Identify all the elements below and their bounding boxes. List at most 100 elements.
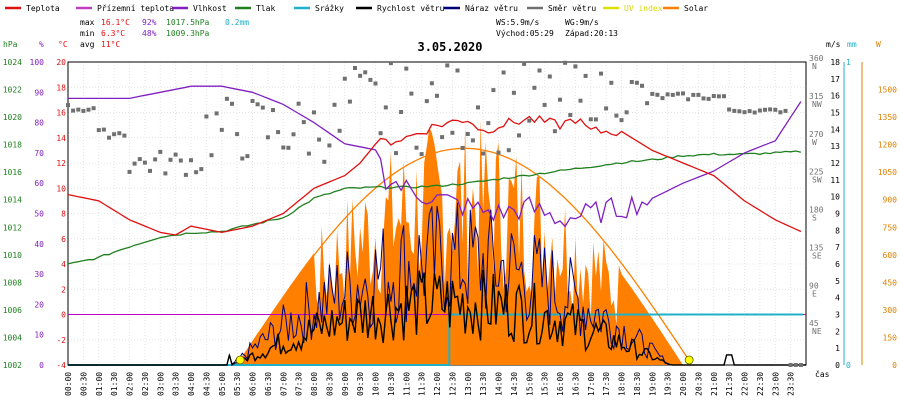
humidity-tick: 20 bbox=[34, 300, 44, 309]
wind-direction-dot bbox=[460, 146, 465, 150]
wind-speed-tick: 1 bbox=[835, 344, 840, 353]
solar-tick: 1050 bbox=[878, 168, 897, 177]
hpa-tick: 1010 bbox=[3, 251, 22, 260]
wind-direction-dot bbox=[578, 98, 583, 103]
humidity-tick: 30 bbox=[34, 270, 44, 279]
wind-direction-dot bbox=[768, 107, 773, 112]
time-tick: 03:00 bbox=[156, 372, 165, 396]
direction-compass-tick: N bbox=[812, 62, 817, 71]
wind-direction-dot bbox=[547, 74, 552, 79]
wind-direction-dot bbox=[593, 117, 598, 122]
wind-direction-dot bbox=[691, 92, 696, 97]
time-tick: 02:00 bbox=[126, 372, 135, 396]
time-tick: 07:30 bbox=[295, 372, 304, 396]
wind-direction-dot bbox=[681, 91, 685, 96]
direction-degree-tick: 315 bbox=[809, 92, 824, 101]
wind-direction-dot bbox=[101, 127, 106, 132]
wind-direction-dot bbox=[609, 80, 614, 85]
wind-direction-dot bbox=[732, 108, 737, 113]
wind-direction-dot bbox=[568, 113, 573, 117]
wind-speed-info: WS:5.9m/s bbox=[496, 18, 540, 27]
legend-label: Tlak bbox=[256, 4, 275, 13]
wind-direction-dot bbox=[573, 64, 578, 69]
legend-label: Rychlost větru bbox=[377, 4, 445, 13]
sunset-info: Západ:20:13 bbox=[565, 29, 618, 38]
wind-direction-dot bbox=[173, 152, 178, 157]
wind-direction-dot bbox=[327, 143, 332, 148]
stats-temperature: 16.1°C bbox=[101, 18, 130, 27]
wind-direction-dot bbox=[522, 61, 527, 66]
wind-direction-dot bbox=[322, 159, 327, 164]
time-tick: 21:00 bbox=[710, 372, 719, 396]
wind-direction-dot bbox=[86, 107, 91, 112]
wind-direction-dot bbox=[224, 96, 229, 101]
wind-direction-dot bbox=[342, 76, 347, 81]
wind-direction-dot bbox=[204, 114, 209, 119]
wind-direction-dot bbox=[614, 113, 619, 118]
humidity-tick: 60 bbox=[34, 179, 44, 188]
hpa-tick: 1020 bbox=[3, 113, 22, 122]
time-tick: 08:30 bbox=[325, 372, 334, 396]
legend-label: Teplota bbox=[26, 4, 60, 13]
axes-layer: 1024102210201018101610141012101010081006… bbox=[3, 40, 897, 396]
time-tick: 10:30 bbox=[387, 372, 396, 396]
wind-direction-dot bbox=[450, 130, 455, 135]
wind-direction-dot bbox=[527, 118, 532, 123]
time-tick: 17:00 bbox=[587, 372, 596, 396]
wind-speed-tick: 17 bbox=[830, 75, 840, 84]
time-tick: 23:30 bbox=[787, 372, 796, 396]
wind-direction-dot bbox=[194, 170, 199, 175]
solar-axis-title: W bbox=[876, 40, 881, 49]
wind-direction-dot bbox=[399, 110, 404, 114]
solar-tick: 600 bbox=[883, 251, 898, 260]
stats-humidity: 48% bbox=[142, 29, 157, 38]
direction-degree-tick: 45 bbox=[809, 319, 819, 328]
wind-direction-dot bbox=[670, 92, 675, 97]
temperature-tick: 14 bbox=[56, 134, 66, 143]
wind-direction-dot bbox=[353, 66, 357, 70]
wind-direction-dot bbox=[107, 135, 111, 140]
time-tick: 19:00 bbox=[648, 372, 657, 396]
time-tick: 14:00 bbox=[495, 372, 504, 396]
wind-direction-dot bbox=[153, 157, 158, 162]
wind-direction-dot bbox=[378, 131, 383, 136]
temperature-tick: 0 bbox=[61, 311, 66, 320]
wind-direction-dot bbox=[655, 92, 660, 97]
wind-direction-dot bbox=[112, 132, 117, 137]
wind-direction-dot bbox=[773, 107, 778, 112]
direction-degree-tick: 180 bbox=[809, 206, 824, 215]
wind-direction-dot bbox=[419, 152, 424, 157]
wind-direction-dot bbox=[778, 110, 783, 115]
time-tick: 17:30 bbox=[602, 372, 611, 396]
wind-direction-dot bbox=[476, 105, 480, 110]
pressure-line bbox=[67, 150, 802, 265]
solar-tick: 300 bbox=[883, 306, 898, 315]
stats-block: max 16.1°C 92% 1017.5hPa 0.2mm min 6.3°C 48% 100… bbox=[80, 18, 618, 49]
wind-speed-tick: 16 bbox=[830, 92, 840, 101]
hpa-tick: 1008 bbox=[3, 278, 22, 287]
wind-direction-dot bbox=[235, 132, 240, 137]
wind-direction-dot bbox=[706, 96, 711, 101]
wind-direction-dot bbox=[650, 91, 655, 96]
temperature-tick: 16 bbox=[56, 109, 66, 118]
wind-direction-dot bbox=[537, 68, 542, 73]
hpa-tick: 1018 bbox=[3, 141, 22, 150]
wind-direction-dot bbox=[481, 151, 486, 156]
chart-title: 3.05.2020 bbox=[417, 40, 482, 54]
wind-direction-dot bbox=[563, 60, 568, 65]
legend-label: Náraz větru bbox=[465, 4, 518, 13]
humidity-line bbox=[68, 85, 802, 228]
wind-direction-dot bbox=[276, 130, 281, 135]
time-tick: 14:30 bbox=[510, 372, 519, 396]
legend-label: Solar bbox=[684, 4, 708, 13]
wind-direction-dot bbox=[132, 161, 137, 166]
wind-gust-info: WG:9m/s bbox=[565, 18, 599, 27]
wind-direction-dot bbox=[701, 96, 706, 101]
time-tick: 18:00 bbox=[618, 372, 627, 396]
stats-temperature: 11°C bbox=[101, 40, 120, 49]
wind-speed-tick: 2 bbox=[835, 327, 840, 336]
wind-direction-dot bbox=[214, 111, 219, 116]
direction-degree-tick: 90 bbox=[809, 281, 819, 290]
temperature-tick: 20 bbox=[56, 58, 66, 67]
